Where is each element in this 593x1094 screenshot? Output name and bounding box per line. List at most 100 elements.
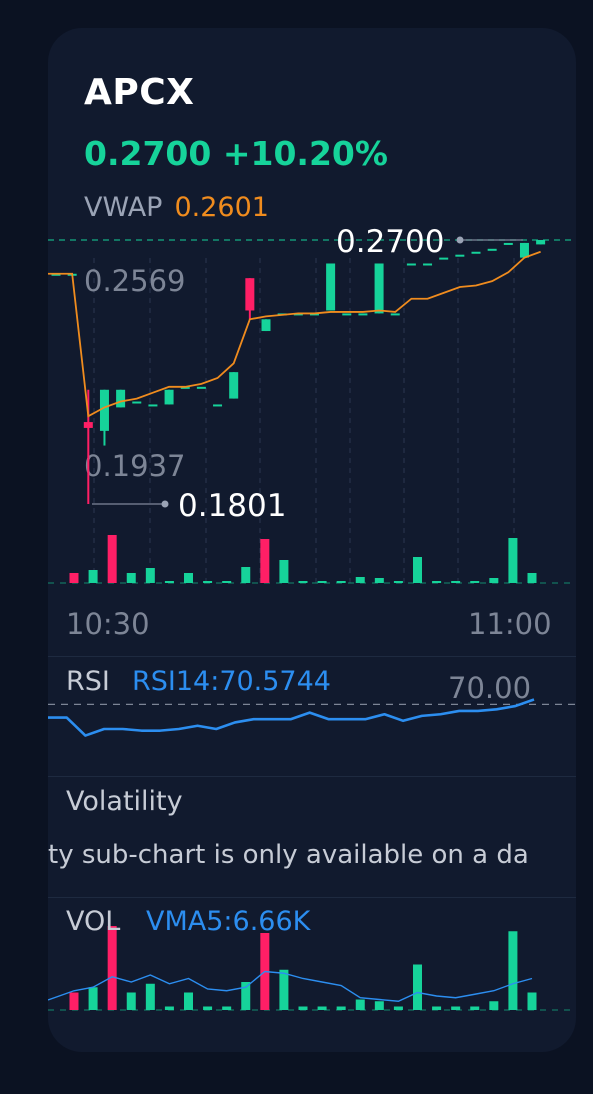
candle-body [293, 313, 303, 316]
last-price: 0.2700 [84, 134, 212, 173]
volatility-label: Volatility [66, 786, 183, 817]
volume-bar [317, 581, 327, 583]
volume-bar [489, 578, 499, 583]
vwap-row: VWAP 0.2601 [84, 192, 269, 223]
candle-body [164, 389, 174, 405]
chart-card: APCX 0.2700 +10.20% VWAP 0.2601 0.2569 0.1… [48, 28, 576, 1052]
vol-bar [164, 1006, 174, 1010]
candle-body [148, 404, 158, 407]
rsi-line [48, 698, 535, 737]
volume-bar [184, 573, 193, 583]
vol-bar [527, 992, 537, 1010]
candle-body [309, 313, 319, 316]
candle-body [406, 263, 416, 266]
vol-bar [241, 982, 251, 1010]
candle-body [196, 386, 206, 389]
candle-body [519, 242, 529, 258]
y-label-lower: 0.1937 [84, 449, 185, 483]
vol-bar [222, 1006, 232, 1010]
candle-body [180, 386, 190, 389]
candle-body [245, 278, 255, 311]
candle-body [51, 273, 61, 276]
volume-bar [336, 581, 346, 583]
volume-bar [355, 577, 365, 583]
candle-body [132, 401, 142, 404]
candle-body [358, 313, 368, 316]
candle-body [503, 242, 513, 245]
rsi-label: RSI [66, 666, 110, 697]
vol-bar [489, 1001, 499, 1010]
vol-bar [393, 1006, 403, 1010]
candle-body [487, 248, 497, 251]
candle-body [261, 319, 271, 332]
vma-value: VMA5:6.66K [146, 906, 311, 937]
volume-bar [527, 573, 537, 583]
high-price-label: 0.2700 [336, 224, 444, 260]
candle-body [229, 372, 239, 399]
candle-body [455, 254, 465, 257]
vwap-value: 0.2601 [174, 192, 269, 223]
chart-canvas[interactable]: 0.2569 0.1937 0.2700 0.1801 10:30 11:00 70.00 [48, 28, 576, 1052]
rsi-value: RSI14:70.5744 [132, 666, 331, 697]
candle-body [390, 313, 400, 316]
volume-bar [107, 535, 117, 583]
volume-bar [145, 568, 155, 583]
vol-bar [470, 1006, 480, 1010]
candle-body [342, 313, 352, 316]
candle-body [213, 404, 223, 407]
vol-bar [126, 992, 136, 1010]
y-label-upper: 0.2569 [84, 264, 185, 298]
vol-label: VOL [66, 906, 121, 937]
volume-bar [279, 560, 289, 583]
candle-body [374, 263, 384, 314]
low-price-label: 0.1801 [178, 488, 286, 524]
volume-bar [413, 557, 422, 583]
vol-bar [184, 992, 193, 1010]
volume-bar [508, 538, 518, 583]
volume-bar [432, 581, 442, 583]
divider-vol [48, 897, 576, 898]
candle-body [471, 251, 481, 254]
high-callout-dot [456, 236, 464, 244]
candle-body [439, 257, 449, 260]
vol-bar [69, 992, 79, 1010]
candle-body [116, 389, 126, 408]
divider-volatility [48, 776, 576, 777]
volume-bar [298, 581, 308, 583]
vwap-label: VWAP [84, 192, 163, 223]
vol-bar [355, 999, 365, 1010]
divider-rsi [48, 656, 576, 657]
volume-bar [222, 581, 232, 583]
vol-bar [374, 1001, 384, 1010]
x-tick-1030: 10:30 [66, 607, 150, 641]
candle-body [326, 263, 336, 311]
volume-bar [374, 578, 384, 583]
vwap-line [48, 250, 541, 418]
volatility-message: ty sub-chart is only available on a da [48, 840, 529, 870]
vol-bar [145, 983, 155, 1010]
vol-bar [88, 987, 98, 1010]
ticker-symbol: APCX [84, 72, 195, 113]
candle-body [423, 263, 433, 266]
candle-body [83, 422, 93, 428]
volume-bar [126, 573, 136, 583]
volume-bar [203, 581, 213, 583]
vol-bar [279, 969, 289, 1010]
vol-bar [508, 931, 518, 1010]
vol-bar [317, 1006, 327, 1010]
volume-bar [470, 581, 480, 583]
vol-bar [203, 1006, 213, 1010]
vol-bar [451, 1006, 461, 1010]
x-tick-1100: 11:00 [468, 607, 552, 641]
volume-bar [393, 581, 403, 583]
low-callout-dot [161, 500, 169, 508]
price-quote: 0.2700 +10.20% [84, 134, 388, 173]
vma-line [48, 970, 533, 1002]
vol-bar [413, 964, 422, 1010]
price-change: +10.20% [222, 134, 388, 173]
volume-bar [88, 570, 98, 583]
volume-bar [241, 567, 251, 583]
volume-bar [69, 573, 79, 583]
candle-body [536, 240, 546, 245]
volume-bar [164, 581, 174, 583]
